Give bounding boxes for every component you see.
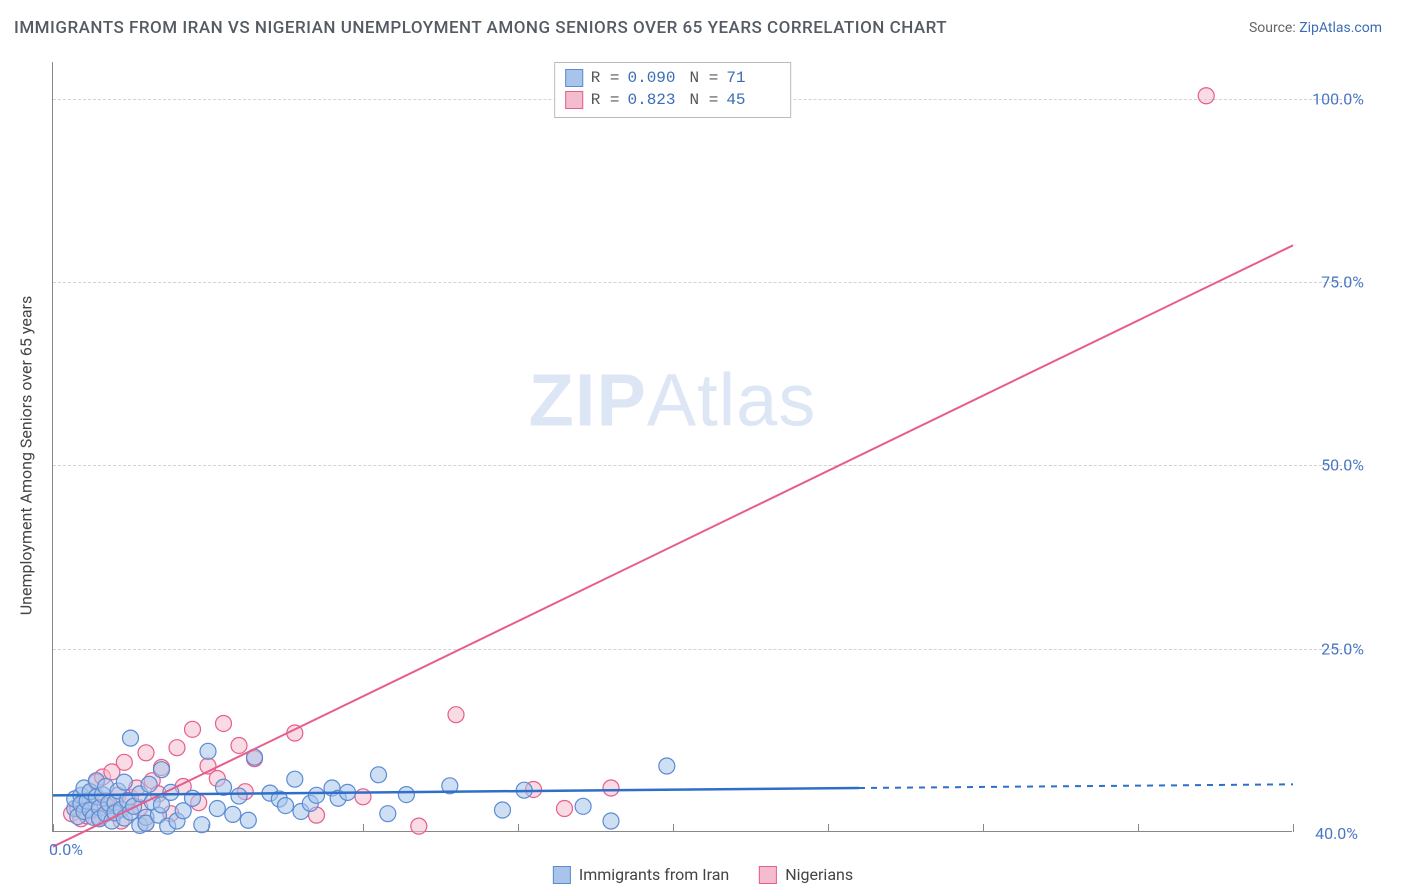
n-label: N = [690,91,719,109]
data-point [575,798,591,814]
data-point [603,780,619,796]
data-point [185,790,201,806]
series-legend: Immigrants from Iran Nigerians [553,865,853,884]
data-point [141,776,157,792]
legend-swatch-icon [565,91,583,109]
y-tick-label: 50.0% [1321,456,1364,475]
data-point [355,789,371,805]
data-point [240,812,256,828]
data-point [380,806,396,822]
legend-row: R = 0.090 N = 71 [565,67,781,89]
data-point [116,774,132,790]
data-point [448,707,464,723]
legend-swatch-icon [565,69,583,87]
data-point [309,787,325,803]
data-point [557,801,573,817]
y-tick-label: 25.0% [1321,639,1364,658]
data-point [278,798,294,814]
correlation-legend: R = 0.090 N = 71 R = 0.823 N = 45 [554,62,792,118]
x-tick [1293,824,1294,832]
data-point [659,758,675,774]
scatter-svg [53,62,1292,831]
data-point [371,767,387,783]
y-tick-label: 100.0% [1312,89,1364,108]
data-point [138,745,154,761]
legend-swatch-icon [759,866,777,884]
data-point [231,788,247,804]
y-tick-label: 75.0% [1321,273,1364,292]
r-label: R = [591,91,620,109]
y-axis-label: Unemployment Among Seniors over 65 years [17,296,36,615]
data-point [116,754,132,770]
legend-item: Nigerians [759,865,853,884]
legend-row: R = 0.823 N = 45 [565,89,781,111]
data-point [209,801,225,817]
r-label: R = [591,69,620,87]
plot-area: ZIPAtlas 25.0%50.0%75.0%100.0% R = 0.090… [52,62,1292,832]
r-value: 0.090 [628,69,682,87]
n-value: 71 [726,69,780,87]
legend-item: Immigrants from Iran [553,865,729,884]
legend-label: Nigerians [785,865,853,884]
data-point [231,737,247,753]
data-point [225,806,241,822]
data-point [411,818,427,834]
n-label: N = [690,69,719,87]
data-point [154,762,170,778]
data-point [185,721,201,737]
data-point [216,715,232,731]
r-value: 0.823 [628,91,682,109]
source-link[interactable]: ZipAtlas.com [1299,20,1382,36]
n-value: 45 [726,91,780,109]
data-point [495,802,511,818]
source-prefix: Source: [1249,20,1299,36]
data-point [169,740,185,756]
data-point [194,817,210,833]
data-point [1198,88,1214,104]
source-attribution: Source: ZipAtlas.com [1249,20,1382,36]
data-point [123,730,139,746]
data-point [200,743,216,759]
data-point [603,813,619,829]
x-max-label: 40.0% [1315,824,1358,843]
legend-label: Immigrants from Iran [579,865,729,884]
x-min-label: 0.0% [49,840,83,859]
data-point [398,787,414,803]
legend-swatch-icon [553,866,571,884]
page-title: IMMIGRANTS FROM IRAN VS NIGERIAN UNEMPLO… [14,18,947,38]
data-point [287,771,303,787]
